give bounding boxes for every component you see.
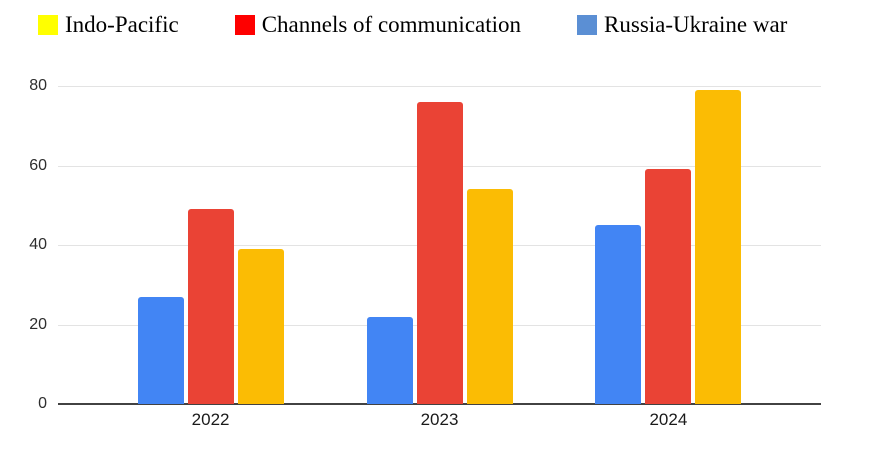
x-tick-label: 2022: [191, 410, 230, 429]
y-tick-label: 60: [29, 156, 47, 174]
legend-label: Russia-Ukraine war: [604, 12, 788, 37]
legend-item-channels-of-communication: Channels of communication: [234, 12, 522, 37]
bar-indo-pacific-2023: [466, 189, 513, 404]
bar-group-2022: [137, 209, 284, 404]
bar-channels-of-communication-2023: [416, 101, 463, 404]
bar-indo-pacific-2022: [237, 248, 284, 404]
bar-russia-ukraine-war-2023: [366, 316, 413, 404]
y-tick-label: 80: [29, 77, 47, 94]
bar-russia-ukraine-war-2022: [137, 296, 184, 404]
bar-indo-pacific-2024: [695, 89, 742, 404]
legend-item-russia-ukraine-war: Russia-Ukraine war: [577, 12, 787, 37]
legend-swatch-icon: [234, 14, 255, 35]
bar-channels-of-communication-2024: [645, 169, 692, 404]
y-tick-label: 20: [29, 315, 47, 333]
legend-swatch-icon: [38, 14, 58, 35]
bar-channels-of-communication-2022: [187, 209, 234, 404]
legend-label: Channels of communication: [261, 12, 522, 37]
bar-group-2023: [366, 101, 513, 404]
plot-area: [58, 86, 821, 405]
bar-russia-ukraine-war-2024: [595, 225, 642, 404]
bar-group-2024: [595, 89, 742, 404]
y-tick-label: 40: [29, 236, 47, 253]
gridline: [58, 86, 821, 87]
chart-legend: Indo-Pacific Channels of communication R…: [38, 12, 787, 37]
x-tick-label: 2024: [649, 410, 688, 429]
legend-swatch-icon: [577, 14, 598, 35]
x-axis-line: [58, 403, 821, 405]
x-tick-label: 2023: [420, 410, 459, 429]
y-tick-label: 0: [38, 395, 47, 412]
legend-label: Indo-Pacific: [65, 12, 179, 37]
legend-item-indo-pacific: Indo-Pacific: [38, 12, 179, 37]
